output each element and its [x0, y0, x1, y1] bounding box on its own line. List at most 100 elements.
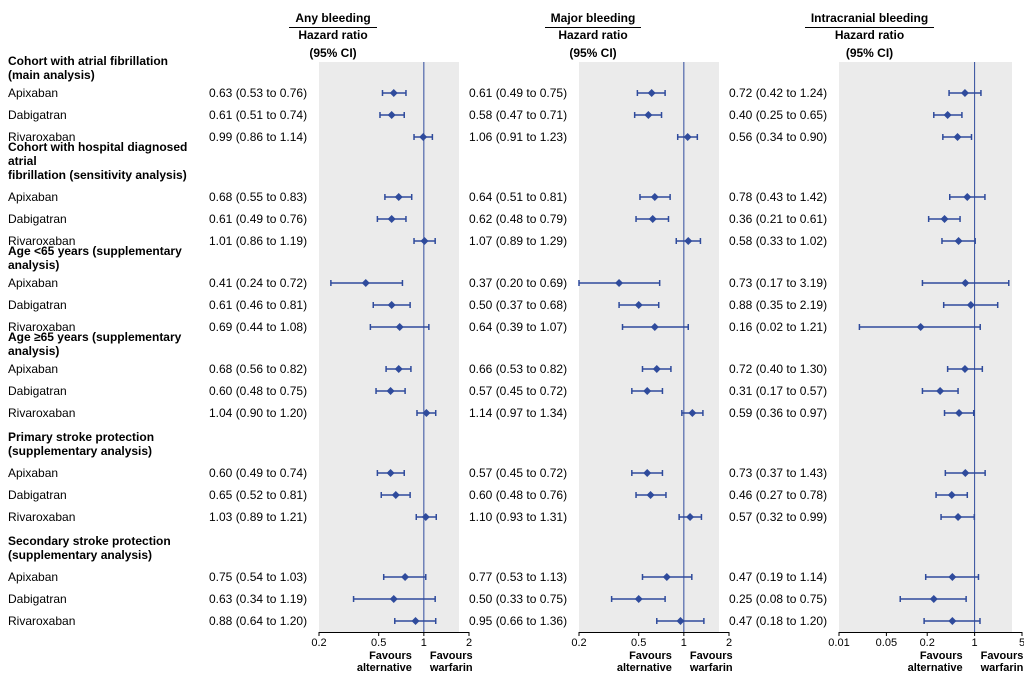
hr-text: 0.37 (0.20 to 0.69) — [463, 276, 579, 290]
forest-marker — [579, 358, 719, 380]
hr-text: 1.01 (0.86 to 1.19) — [203, 234, 319, 248]
hr-text: 0.31 (0.17 to 0.57) — [723, 384, 839, 398]
column-subtitle: Hazard ratio — [203, 28, 463, 42]
group-header: (supplementary analysis) — [8, 444, 203, 462]
forest-marker — [579, 272, 719, 294]
forest-marker — [579, 316, 719, 338]
hr-text: 0.99 (0.86 to 1.14) — [203, 130, 319, 144]
hr-text: 0.69 (0.44 to 1.08) — [203, 320, 319, 334]
forest-marker — [319, 272, 459, 294]
hr-text: 0.72 (0.40 to 1.30) — [723, 362, 839, 376]
favours-right: Favours warfarin — [690, 650, 733, 674]
forest-marker — [839, 462, 1012, 484]
forest-marker — [839, 588, 1012, 610]
hr-text: 0.16 (0.02 to 1.21) — [723, 320, 839, 334]
forest-marker — [839, 272, 1012, 294]
hr-text: 0.61 (0.51 to 0.74) — [203, 108, 319, 122]
forest-marker — [839, 506, 1012, 528]
forest-marker — [839, 610, 1012, 632]
forest-marker — [579, 126, 719, 148]
svg-text:5: 5 — [1019, 637, 1024, 649]
forest-marker — [579, 104, 719, 126]
forest-marker — [319, 462, 459, 484]
forest-marker — [839, 230, 1012, 252]
drug-label: Apixaban — [8, 86, 58, 100]
drug-label: Apixaban — [8, 362, 58, 376]
hr-text: 0.73 (0.37 to 1.43) — [723, 466, 839, 480]
hr-text: 0.36 (0.21 to 0.61) — [723, 212, 839, 226]
forest-marker — [579, 230, 719, 252]
forest-marker — [319, 316, 459, 338]
favours-left: Favours alternative — [617, 650, 672, 674]
hr-text: 0.64 (0.39 to 1.07) — [463, 320, 579, 334]
favours-left: Favours alternative — [357, 650, 412, 674]
column-title: Intracranial bleeding — [805, 11, 934, 28]
hr-text: 1.04 (0.90 to 1.20) — [203, 406, 319, 420]
hr-text: 0.61 (0.49 to 0.75) — [463, 86, 579, 100]
drug-label: Dabigatran — [8, 592, 67, 606]
forest-marker — [319, 82, 459, 104]
hr-text: 0.78 (0.43 to 1.42) — [723, 190, 839, 204]
forest-marker — [579, 484, 719, 506]
forest-marker — [839, 358, 1012, 380]
forest-marker — [319, 484, 459, 506]
hr-text: 0.25 (0.08 to 0.75) — [723, 592, 839, 606]
forest-marker — [579, 186, 719, 208]
forest-marker — [579, 610, 719, 632]
drug-label: Rivaroxaban — [8, 510, 75, 524]
forest-marker — [319, 294, 459, 316]
forest-marker — [319, 104, 459, 126]
hr-text: 0.72 (0.42 to 1.24) — [723, 86, 839, 100]
hr-text: 0.88 (0.64 to 1.20) — [203, 614, 319, 628]
hr-text: 0.77 (0.53 to 1.13) — [463, 570, 579, 584]
hr-text: 0.47 (0.18 to 1.20) — [723, 614, 839, 628]
forest-marker — [839, 402, 1012, 424]
hr-text: 0.46 (0.27 to 0.78) — [723, 488, 839, 502]
column-subtitle: Hazard ratio — [723, 28, 1016, 42]
forest-marker — [839, 126, 1012, 148]
x-axis: 0.20.512 — [319, 632, 459, 648]
hr-text: 0.95 (0.66 to 1.36) — [463, 614, 579, 628]
hr-text: 0.88 (0.35 to 2.19) — [723, 298, 839, 312]
forest-marker — [579, 566, 719, 588]
forest-marker — [319, 402, 459, 424]
group-header: fibrillation (sensitivity analysis) — [8, 168, 203, 186]
hr-text: 0.75 (0.54 to 1.03) — [203, 570, 319, 584]
svg-text:2: 2 — [466, 637, 472, 649]
hr-text: 0.61 (0.46 to 0.81) — [203, 298, 319, 312]
drug-label: Dabigatran — [8, 212, 67, 226]
hr-text: 0.57 (0.45 to 0.72) — [463, 384, 579, 398]
hr-text: 1.10 (0.93 to 1.31) — [463, 510, 579, 524]
hr-text: 1.14 (0.97 to 1.34) — [463, 406, 579, 420]
column-title: Any bleeding — [289, 11, 376, 28]
hr-text: 0.64 (0.51 to 0.81) — [463, 190, 579, 204]
forest-marker — [319, 186, 459, 208]
group-header: Primary stroke protection — [8, 424, 203, 444]
drug-label: Apixaban — [8, 190, 58, 204]
hr-text: 0.65 (0.52 to 0.81) — [203, 488, 319, 502]
drug-label: Apixaban — [8, 276, 58, 290]
hr-text: 0.60 (0.49 to 0.74) — [203, 466, 319, 480]
forest-marker — [839, 208, 1012, 230]
forest-marker — [839, 316, 1012, 338]
group-header: Cohort with hospital diagnosed atrial — [8, 148, 203, 168]
drug-label: Rivaroxaban — [8, 406, 75, 420]
hr-text: 0.57 (0.45 to 0.72) — [463, 466, 579, 480]
drug-label: Rivaroxaban — [8, 614, 75, 628]
forest-marker — [319, 358, 459, 380]
forest-marker — [319, 566, 459, 588]
forest-marker — [319, 588, 459, 610]
hr-text: 1.06 (0.91 to 1.23) — [463, 130, 579, 144]
forest-marker — [319, 380, 459, 402]
hr-text: 0.60 (0.48 to 0.75) — [203, 384, 319, 398]
drug-label: Dabigatran — [8, 108, 67, 122]
forest-marker — [839, 186, 1012, 208]
forest-marker — [839, 380, 1012, 402]
hr-text: 0.63 (0.53 to 0.76) — [203, 86, 319, 100]
forest-marker — [319, 610, 459, 632]
forest-marker — [839, 294, 1012, 316]
hr-text: 0.56 (0.34 to 0.90) — [723, 130, 839, 144]
forest-marker — [839, 484, 1012, 506]
hr-text: 0.50 (0.37 to 0.68) — [463, 298, 579, 312]
hr-text: 0.66 (0.53 to 0.82) — [463, 362, 579, 376]
